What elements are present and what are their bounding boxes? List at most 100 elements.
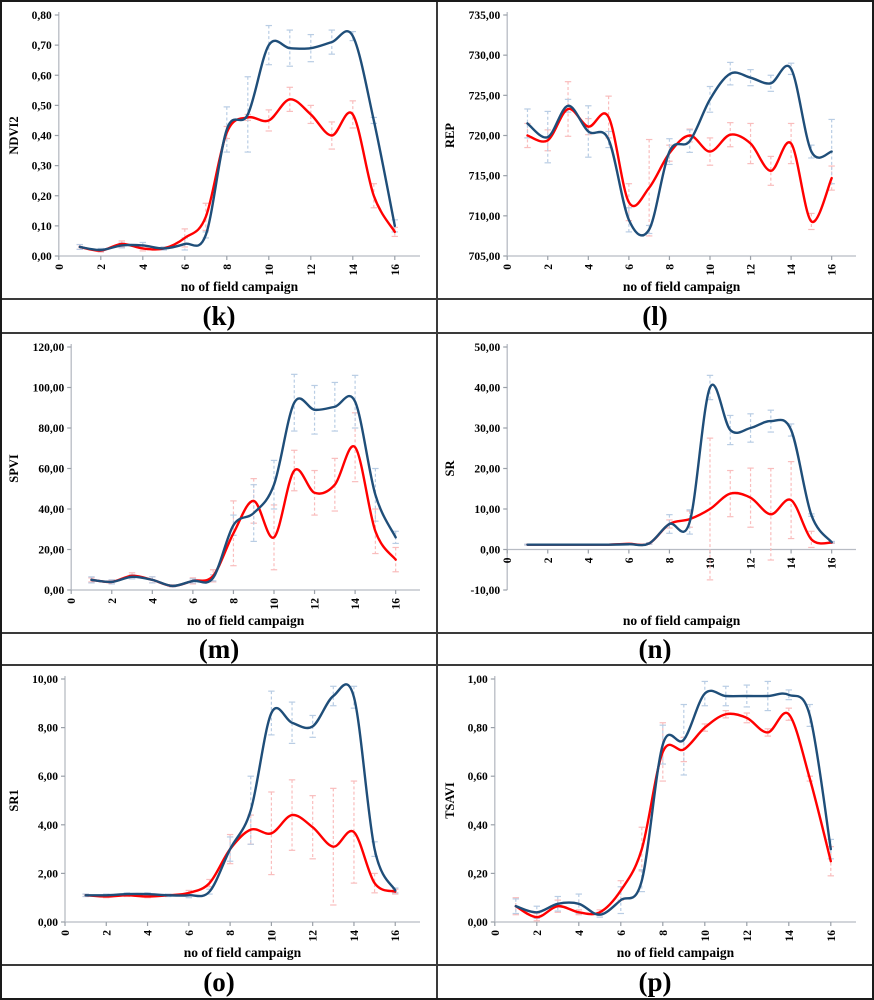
x-tick-label: 10 xyxy=(700,930,712,942)
y-tick-label: 0,60 xyxy=(32,70,52,82)
y-axis-title: NDVI2 xyxy=(7,116,21,154)
y-tick-label: 10,00 xyxy=(32,674,58,686)
x-tick-label: 4 xyxy=(147,598,159,604)
x-tick-label: 6 xyxy=(184,930,196,936)
chart-tsavi: 0,00 0,20 0,40 0,60 0,80 1,00 0 2 4 6 8 10 12 14 16 TSA… xyxy=(443,674,856,960)
y-tick-label: 2,00 xyxy=(38,868,58,880)
x-tick-label: 8 xyxy=(664,264,676,270)
y-axis-title: SR1 xyxy=(7,789,21,811)
panel-label-k: (k) xyxy=(2,300,436,332)
y-axis-title: SPVI xyxy=(7,454,21,483)
x-tick-label: 2 xyxy=(543,557,555,563)
y-axis-title: TSAVI xyxy=(443,782,457,819)
y-tick-label: 20,00 xyxy=(474,464,500,476)
y-tick-label: 725,00 xyxy=(469,90,501,102)
x-axis-title: no of field campaign xyxy=(181,279,299,294)
y-tick-label: 0,30 xyxy=(32,161,52,173)
x-tick-label: 0 xyxy=(66,598,78,604)
y-tick-label: 50,00 xyxy=(474,342,500,354)
y-axis-title: REP xyxy=(443,123,457,148)
chart-cell-rep: 705,00 710,00 715,00 720,00 725,00 730,00 735,… xyxy=(438,2,872,298)
x-tick-label: 14 xyxy=(349,930,361,942)
chart-line-blue xyxy=(514,689,832,916)
chart-line-red xyxy=(78,98,396,252)
x-tick-label: 0 xyxy=(60,930,72,936)
y-tick-label: 0,80 xyxy=(32,10,52,22)
chart-cell-tsavi: 0,00 0,20 0,40 0,60 0,80 1,00 0 2 4 6 8 10 12 14 16 TSA… xyxy=(438,666,872,964)
panel-label-m: (m) xyxy=(2,634,436,664)
x-tick-label: 10 xyxy=(266,930,278,942)
y-tick-label: 0,60 xyxy=(468,771,488,783)
chart-line-red xyxy=(526,491,833,547)
error-bars-red xyxy=(512,707,834,922)
y-tick-label: 0,20 xyxy=(468,868,488,880)
y-axis-ticks: 0,00 20,00 40,00 60,00 80,00 100,00 120,00 xyxy=(33,342,72,597)
y-tick-label: 0,20 xyxy=(32,191,52,203)
error-bars-blue xyxy=(512,680,834,919)
x-tick-label: 10 xyxy=(705,264,717,276)
x-tick-label: 4 xyxy=(583,557,595,563)
x-axis-ticks: 0 2 4 6 8 10 12 14 16 xyxy=(54,256,402,276)
error-bars-blue xyxy=(82,685,399,899)
y-tick-label: 710,00 xyxy=(469,211,501,223)
y-tick-label: 10,00 xyxy=(474,504,500,516)
chart-cell-sr: -10,00 0,00 10,00 20,00 30,00 40,00 50,00 0 2 4 6 8… xyxy=(438,334,872,632)
x-tick-label: 8 xyxy=(225,930,237,936)
y-tick-label: 735,00 xyxy=(469,10,501,22)
x-tick-label: 2 xyxy=(107,598,119,604)
x-tick-label: 12 xyxy=(310,598,322,610)
y-tick-label: 100,00 xyxy=(33,383,65,395)
chart-line-red xyxy=(526,107,833,223)
x-tick-label: 4 xyxy=(583,264,595,270)
error-bars-blue xyxy=(524,374,835,546)
x-tick-label: 10 xyxy=(264,264,276,276)
x-tick-label: 0 xyxy=(502,557,514,563)
y-tick-label: 0,10 xyxy=(32,221,52,233)
error-bars-red xyxy=(88,412,399,588)
x-tick-label: 16 xyxy=(827,557,839,569)
x-tick-label: 0 xyxy=(502,264,514,270)
x-tick-label: 8 xyxy=(658,930,670,936)
chart-line-blue xyxy=(78,30,396,252)
y-tick-label: 1,00 xyxy=(468,674,488,686)
x-axis-ticks: 0 2 4 6 8 10 12 14 16 xyxy=(490,922,838,942)
chart-line-blue xyxy=(526,64,833,237)
y-axis-ticks: 0,00 2,00 4,00 6,00 8,00 10,00 xyxy=(32,674,65,929)
y-tick-label: 120,00 xyxy=(33,342,65,354)
x-tick-label: 12 xyxy=(746,557,758,569)
y-tick-label: 6,00 xyxy=(38,771,58,783)
y-tick-label: 0,00 xyxy=(480,545,500,557)
x-tick-label: 2 xyxy=(543,264,555,270)
y-tick-label: 0,00 xyxy=(468,917,488,929)
x-tick-label: 16 xyxy=(390,264,402,276)
x-tick-label: 10 xyxy=(269,598,281,610)
chart-line-blue xyxy=(84,683,397,898)
x-axis-ticks: 0 2 4 6 8 10 12 14 16 xyxy=(60,922,402,942)
x-axis-ticks: 0 2 4 6 8 10 12 14 16 xyxy=(502,549,839,569)
y-tick-label: 0,50 xyxy=(32,100,52,112)
chart-line-red xyxy=(90,445,397,588)
y-axis-title: SR xyxy=(443,460,457,477)
error-bars-blue xyxy=(76,24,398,253)
x-tick-label: 4 xyxy=(138,264,150,270)
y-tick-label: 0,00 xyxy=(44,585,64,597)
x-tick-label: 16 xyxy=(827,264,839,276)
y-tick-label: 0,70 xyxy=(32,40,52,52)
y-tick-label: 730,00 xyxy=(469,50,501,62)
x-axis-ticks: 0 2 4 6 8 10 12 14 16 xyxy=(502,256,839,276)
y-tick-label: 20,00 xyxy=(38,545,64,557)
x-tick-label: 2 xyxy=(96,264,108,270)
x-axis-ticks: 0 2 4 6 8 10 12 14 16 xyxy=(66,590,403,610)
x-tick-label: 6 xyxy=(180,264,192,270)
chart-rep: 705,00 710,00 715,00 720,00 725,00 730,00 735,… xyxy=(443,10,856,294)
x-tick-label: 6 xyxy=(616,930,628,936)
x-tick-label: 6 xyxy=(188,598,200,604)
y-tick-label: 715,00 xyxy=(469,171,501,183)
x-axis-title: no of field campaign xyxy=(623,613,741,628)
y-tick-label: 0,00 xyxy=(38,917,58,929)
x-tick-label: 2 xyxy=(101,930,113,936)
x-tick-label: 2 xyxy=(532,930,544,936)
x-tick-label: 14 xyxy=(348,264,360,276)
x-tick-label: 14 xyxy=(786,557,798,569)
x-axis-title: no of field campaign xyxy=(623,279,741,294)
